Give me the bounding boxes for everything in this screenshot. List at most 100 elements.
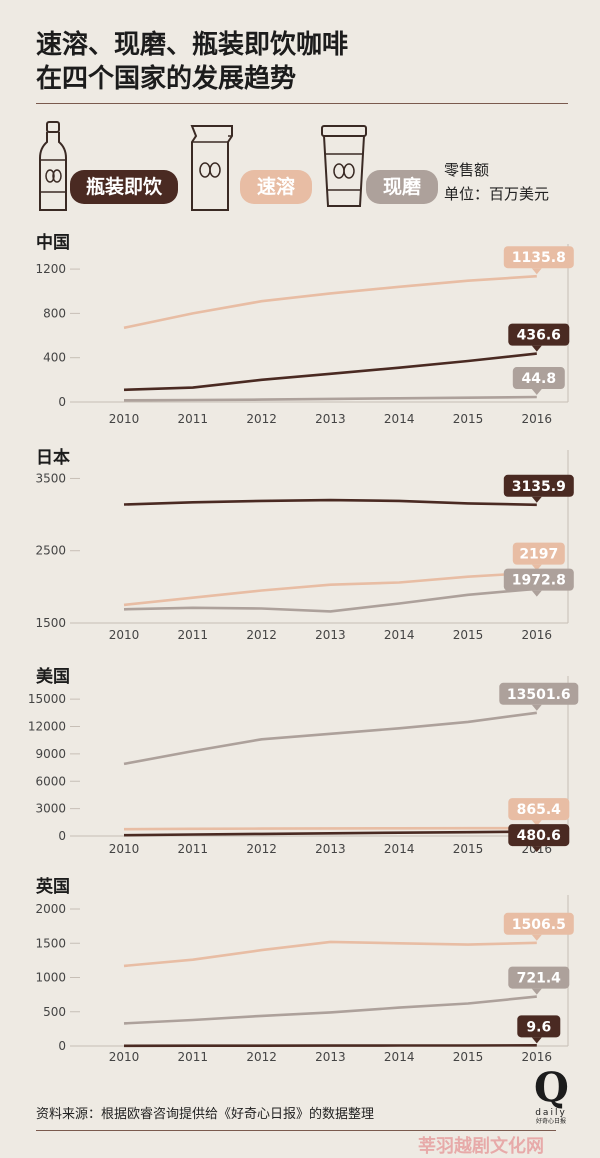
- legend-label-fresh: 现磨: [366, 170, 438, 204]
- end-label-bottled: 436.6: [517, 328, 561, 344]
- x-tick-label: 2016: [522, 628, 553, 642]
- end-label-pointer-instant: [531, 268, 542, 275]
- end-label-box-bottled: [508, 824, 570, 847]
- end-label-bottled: 480.6: [517, 828, 561, 844]
- source-note: 资料来源：根据欧睿咨询提供给《好奇心日报》的数据整理: [36, 1107, 375, 1122]
- unit-note: 零售额 单位：百万美元: [444, 158, 549, 206]
- panel-title: 英国: [36, 876, 70, 897]
- x-tick-label: 2012: [246, 1050, 277, 1064]
- x-tick-label: 2012: [246, 842, 277, 856]
- x-tick-label: 2011: [178, 842, 209, 856]
- x-tick-label: 2012: [246, 628, 277, 642]
- end-label-bottled: 3135.9: [512, 479, 566, 495]
- x-tick-label: 2012: [246, 412, 277, 426]
- end-label-pointer-fresh: [531, 389, 542, 396]
- end-label-pointer-fresh: [531, 590, 542, 597]
- end-label-instant: 865.4: [517, 802, 562, 818]
- x-tick-label: 2016: [522, 1050, 553, 1064]
- x-tick-label: 2013: [315, 1050, 346, 1064]
- series-line-fresh: [123, 995, 537, 1025]
- series-line-instant: [123, 826, 537, 831]
- end-label-fresh: 13501.6: [507, 687, 571, 703]
- bottom-divider: [36, 1130, 556, 1131]
- end-label-box-instant: [503, 246, 574, 269]
- x-tick-label: 2015: [453, 842, 484, 856]
- x-tick-label: 2015: [453, 1050, 484, 1064]
- x-tick-label: 2011: [178, 1050, 209, 1064]
- panel-title: 美国: [36, 666, 70, 687]
- end-label-instant: 1135.8: [512, 250, 566, 266]
- y-tick-label: 0: [58, 829, 66, 843]
- legend-label-bottled: 瓶装即饮: [70, 170, 178, 204]
- end-label-box-fresh: [512, 367, 565, 390]
- coffee-cup-icon: [321, 125, 367, 207]
- charts-canvas: 中国 0 400 800 1200 2010 2011 2012 2013 2014 2015 201…: [28, 232, 579, 1064]
- x-tick-label: 2014: [384, 628, 415, 642]
- series-line-instant: [123, 274, 537, 330]
- x-tick-label: 2016: [522, 412, 553, 426]
- y-tick-label: 6000: [35, 774, 66, 788]
- legend-label-instant: 速溶: [240, 170, 312, 204]
- title-divider: [36, 103, 568, 104]
- y-tick-label: 800: [43, 306, 66, 320]
- y-tick-label: 1000: [35, 971, 66, 985]
- x-tick-label: 2013: [315, 412, 346, 426]
- legend-item-instant: [188, 122, 236, 218]
- end-label-pointer-bottled: [531, 345, 542, 352]
- y-tick-label: 12000: [28, 720, 66, 734]
- title-line-2: 在四个国家的发展趋势: [36, 64, 297, 94]
- series-line-fresh: [123, 395, 537, 402]
- y-tick-label: 1500: [35, 936, 66, 950]
- y-tick-label: 0: [58, 1039, 66, 1053]
- x-tick-label: 2010: [109, 412, 140, 426]
- end-label-box-fresh: [499, 682, 579, 705]
- series-line-instant: [123, 571, 537, 607]
- end-label-instant: 1506.5: [512, 917, 566, 933]
- x-tick-label: 2014: [384, 1050, 415, 1064]
- end-label-fresh: 44.8: [522, 371, 557, 387]
- x-tick-label: 2015: [453, 412, 484, 426]
- logo-word: daily: [535, 1108, 567, 1118]
- x-tick-label: 2013: [315, 628, 346, 642]
- series-line-bottled: [123, 352, 537, 392]
- end-label-box-fresh: [508, 966, 570, 989]
- x-tick-label: 2014: [384, 412, 415, 426]
- x-tick-label: 2014: [384, 842, 415, 856]
- y-tick-label: 0: [58, 395, 66, 409]
- coffee-bag-icon: [190, 125, 233, 211]
- watermark: 莘羽越剧文化网: [418, 1136, 544, 1157]
- y-tick-label: 1200: [35, 262, 66, 276]
- series-line-fresh: [123, 711, 537, 766]
- end-label-pointer-instant: [531, 934, 542, 941]
- panel-title: 日本: [36, 447, 70, 468]
- end-label-pointer-instant: [531, 820, 542, 827]
- y-tick-label: 3000: [35, 802, 66, 816]
- legend-item-fresh: [318, 124, 370, 212]
- y-tick-label: 1500: [35, 616, 66, 630]
- end-label-box-bottled: [503, 474, 574, 497]
- end-label-pointer-bottled: [531, 846, 542, 853]
- x-tick-label: 2015: [453, 628, 484, 642]
- end-label-box-bottled: [508, 323, 570, 346]
- end-label-box-instant: [508, 798, 570, 821]
- x-tick-label: 2011: [178, 412, 209, 426]
- q-daily-logo: Q daily 好奇心日报: [534, 1064, 569, 1126]
- y-tick-label: 2000: [35, 902, 66, 916]
- end-label-pointer-fresh: [531, 704, 542, 711]
- end-label-fresh: 721.4: [517, 971, 562, 987]
- unit-line-2: 单位：百万美元: [444, 185, 550, 203]
- x-tick-label: 2010: [109, 1050, 140, 1064]
- logo-sub: 好奇心日报: [535, 1118, 566, 1125]
- panel-title: 中国: [36, 232, 70, 253]
- end-label-pointer-fresh: [531, 988, 542, 995]
- x-tick-label: 2010: [109, 628, 140, 642]
- y-tick-label: 9000: [35, 747, 66, 761]
- title-line-1: 速溶、现磨、瓶装即饮咖啡: [36, 30, 349, 60]
- end-label-box-bottled: [517, 1015, 561, 1038]
- y-tick-label: 3500: [35, 471, 66, 485]
- end-label-instant: 2197: [519, 547, 558, 563]
- series-line-fresh: [123, 587, 537, 613]
- x-tick-label: 2013: [315, 842, 346, 856]
- x-tick-label: 2010: [109, 842, 140, 856]
- logo-letter: Q: [534, 1064, 569, 1111]
